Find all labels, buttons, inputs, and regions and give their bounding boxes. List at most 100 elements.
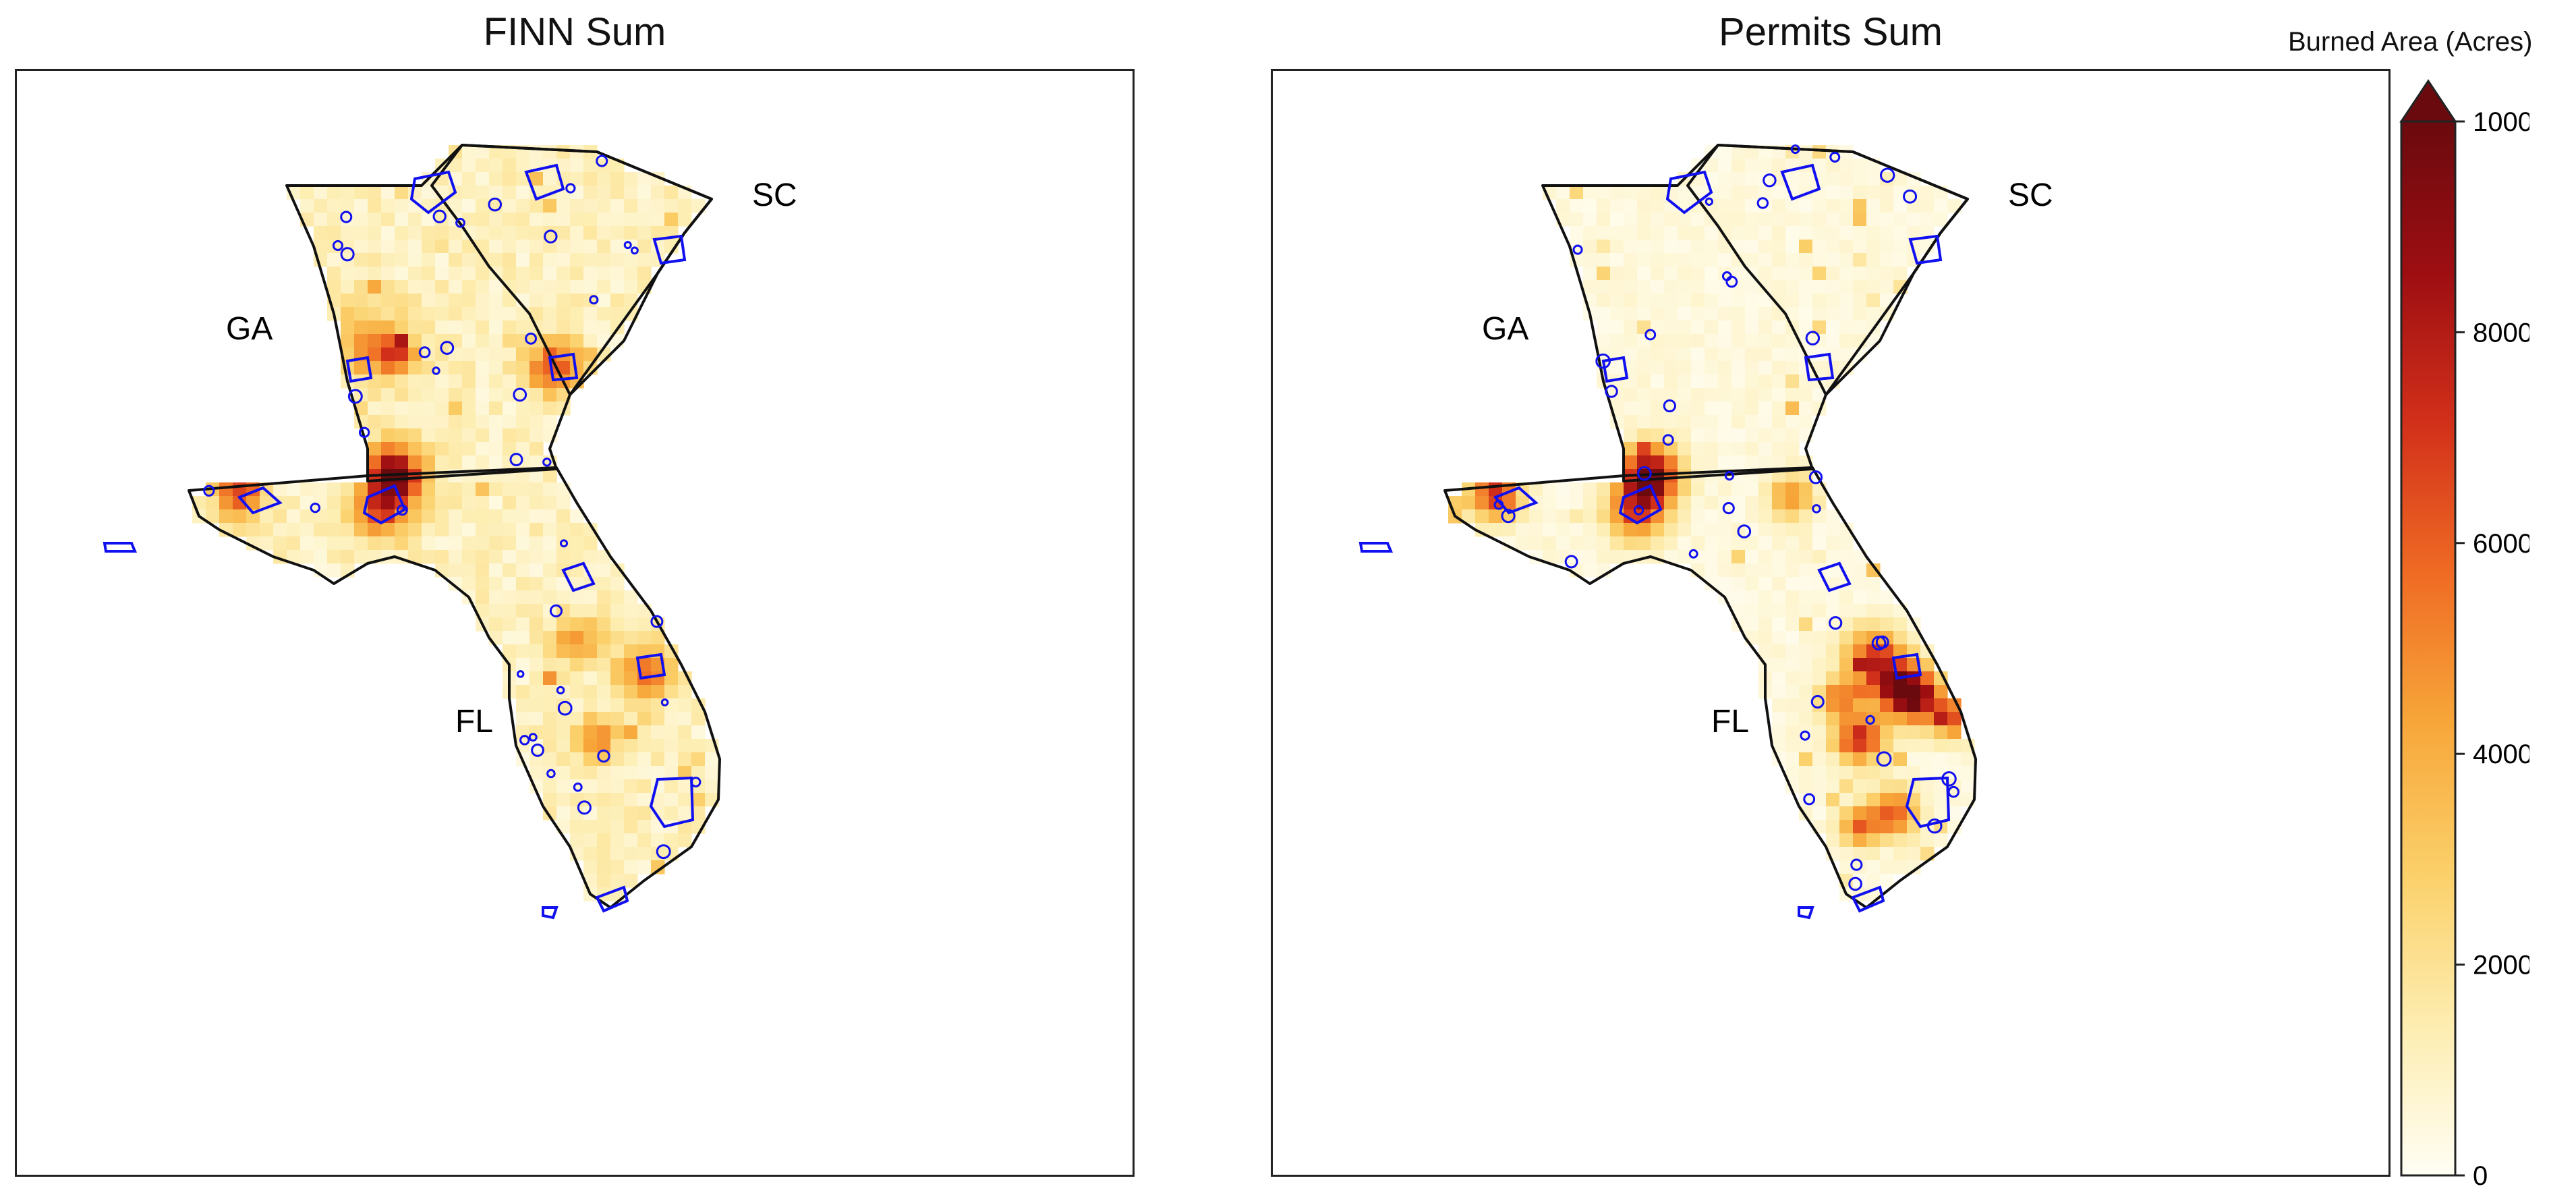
heat-cell <box>489 428 503 443</box>
heat-cell <box>1597 186 1611 200</box>
heat-cell <box>1691 482 1705 497</box>
heat-cell <box>1920 725 1935 740</box>
heat-cell <box>1758 617 1773 632</box>
heat-cell <box>489 213 503 227</box>
heat-cell <box>1853 739 1867 753</box>
heat-cell <box>556 658 571 672</box>
heat-cell <box>341 294 355 308</box>
heat-cell <box>1799 294 1813 308</box>
heat-cell <box>381 374 395 389</box>
heat-cell <box>678 213 692 227</box>
heat-cell <box>1691 523 1705 537</box>
heat-cell <box>1853 644 1867 659</box>
heat-cell <box>1799 307 1813 321</box>
heat-cell <box>1880 698 1894 713</box>
heat-cell <box>637 739 652 753</box>
heat-cell <box>570 698 584 713</box>
protected-area-outline <box>103 542 137 553</box>
heat-cell <box>1920 671 1935 686</box>
protected-area-outline <box>1358 542 1393 553</box>
heat-cell <box>1812 361 1827 375</box>
heat-cell <box>449 482 463 497</box>
heat-cell <box>1785 428 1800 443</box>
heat-cell <box>1799 226 1813 240</box>
heat-cell <box>503 321 517 335</box>
heat-cell <box>1624 347 1638 362</box>
heat-cell <box>354 253 368 267</box>
heat-cell <box>1826 307 1840 321</box>
heat-cell <box>1947 766 1962 780</box>
heat-cell <box>1502 536 1516 551</box>
heat-cell <box>327 496 341 510</box>
heat-cell <box>1839 199 1854 213</box>
heat-cell <box>1785 563 1800 578</box>
heat-cell <box>476 428 490 443</box>
heat-cell <box>529 455 544 470</box>
heat-cell <box>1678 509 1692 524</box>
protected-area-outline <box>347 389 363 404</box>
heat-cell <box>583 347 598 362</box>
heat-cell <box>503 523 517 537</box>
protected-area-outline <box>203 484 215 497</box>
heat-cell <box>1839 334 1854 348</box>
heat-cell <box>1907 739 1921 753</box>
heat-cell <box>1893 617 1908 632</box>
protected-area-outline <box>1805 331 1821 345</box>
heat-cell <box>1678 442 1692 456</box>
heat-cell <box>1826 631 1840 645</box>
heat-cell <box>556 523 571 537</box>
heat-cell <box>1624 455 1638 470</box>
heat-cell <box>1826 253 1840 267</box>
heat-cell <box>395 469 409 483</box>
heat-cell <box>1785 752 1800 767</box>
heat-cell <box>489 590 503 605</box>
heat-cell <box>583 644 598 659</box>
heat-cell <box>1691 388 1705 402</box>
heat-cell <box>489 321 503 335</box>
heat-cell <box>1799 496 1813 510</box>
heat-cell <box>556 590 571 605</box>
heat-cell <box>422 253 436 267</box>
heat-cell <box>1705 347 1719 362</box>
heat-cell <box>610 294 625 308</box>
heat-cell <box>1758 267 1773 281</box>
heat-cell <box>1705 550 1719 564</box>
heat-cell <box>1583 280 1597 294</box>
heat-cell <box>556 199 571 213</box>
heat-cell <box>476 145 490 159</box>
heat-cell <box>1866 644 1881 659</box>
protected-area-outline <box>1810 695 1825 709</box>
heat-cell <box>1610 536 1624 551</box>
protected-area-outline <box>1662 434 1674 446</box>
heat-cell <box>503 347 517 362</box>
heat-cell <box>206 496 220 510</box>
heat-cell <box>570 833 584 847</box>
heat-cell <box>1678 415 1692 429</box>
heat-cell <box>354 294 368 308</box>
heat-cell <box>1772 496 1786 510</box>
protected-area-outline <box>1817 561 1852 592</box>
heat-cell <box>583 658 598 672</box>
heat-cell <box>556 793 571 807</box>
heat-cell <box>1785 631 1800 645</box>
heat-cell <box>516 685 530 699</box>
heat-cell <box>1705 267 1719 281</box>
heat-cell <box>1745 186 1759 200</box>
heat-cell <box>583 712 598 726</box>
heat-cell <box>1718 442 1732 456</box>
heat-cell <box>1853 280 1867 294</box>
heat-cell <box>543 590 557 605</box>
heat-cell <box>543 280 557 294</box>
heat-cell <box>1880 793 1894 807</box>
heat-cell <box>516 536 530 551</box>
heat-cell <box>1772 307 1786 321</box>
protected-area-outline <box>1829 151 1841 163</box>
heat-cell <box>678 766 692 780</box>
heat-cell <box>1934 766 1948 780</box>
heat-cell <box>1731 536 1746 551</box>
heat-cell <box>354 321 368 335</box>
heat-cell <box>354 226 368 240</box>
heat-cell <box>1624 442 1638 456</box>
heat-cell <box>1718 563 1732 578</box>
heat-cell <box>435 442 449 456</box>
